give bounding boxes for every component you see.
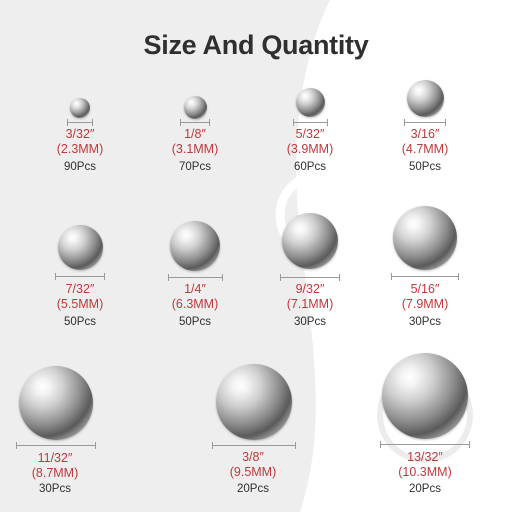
ball-item: 9/32″ (7.1MM) 30Pcs — [255, 213, 365, 335]
quantity-label: 20Pcs — [409, 483, 441, 495]
size-fraction: 3/32″ — [65, 127, 95, 141]
measure-line — [16, 442, 96, 449]
size-mm: (10.3MM) — [398, 465, 452, 479]
size-mm: (7.9MM) — [401, 297, 449, 311]
ball-image — [296, 88, 325, 117]
size-fraction: 7/32″ — [65, 282, 95, 296]
ball-item: 13/32″ (10.3MM) 20Pcs — [370, 353, 480, 498]
measure-line — [212, 442, 296, 449]
ball-item: 3/32″ (2.3MM) 90Pcs — [25, 96, 135, 176]
ball-image — [19, 366, 93, 440]
ball-item: 1/8″ (3.1MM) 70Pcs — [140, 96, 250, 176]
page-title: Size And Quantity — [143, 30, 369, 60]
size-mm: (4.7MM) — [401, 142, 449, 156]
size-fraction: 1/8″ — [184, 127, 206, 141]
quantity-label: 30Pcs — [409, 316, 441, 328]
ball-item: 7/32″ (5.5MM) 50Pcs — [25, 225, 135, 335]
measure-line — [180, 119, 210, 126]
size-fraction: 5/32″ — [295, 127, 325, 141]
size-fraction: 9/32″ — [295, 282, 325, 296]
size-mm: (8.7MM) — [31, 466, 79, 480]
measure-line — [293, 119, 328, 126]
ball-item: 3/8″ (9.5MM) 20Pcs — [198, 364, 308, 495]
quantity-label: 60Pcs — [294, 161, 326, 173]
size-fraction: 11/32″ — [37, 451, 73, 465]
ball-image — [282, 213, 338, 269]
measure-line — [55, 273, 105, 280]
quantity-label: 30Pcs — [294, 316, 326, 328]
ball-item: 5/32″ (3.9MM) 60Pcs — [255, 88, 365, 178]
ball-image — [382, 353, 468, 439]
size-mm: (5.5MM) — [56, 297, 104, 311]
ball-image — [170, 221, 220, 271]
ball-image — [184, 96, 207, 119]
measure-line — [280, 274, 340, 281]
quantity-label: 90Pcs — [64, 161, 96, 173]
size-mm: (3.9MM) — [286, 142, 334, 156]
size-mm: (3.1MM) — [171, 142, 219, 156]
size-mm: (7.1MM) — [286, 297, 334, 311]
quantity-label: 20Pcs — [237, 483, 269, 495]
ball-image — [70, 98, 90, 118]
measure-line — [168, 274, 223, 281]
size-mm: (6.3MM) — [171, 297, 219, 311]
quantity-label: 50Pcs — [179, 316, 211, 328]
quantity-label: 30Pcs — [39, 483, 71, 495]
ball-image — [58, 225, 103, 270]
size-fraction: 3/16″ — [410, 127, 440, 141]
size-mm: (2.3MM) — [56, 142, 104, 156]
size-fraction: 3/8″ — [242, 450, 264, 464]
quantity-label: 50Pcs — [409, 161, 441, 173]
measure-line — [391, 273, 459, 280]
size-fraction: 1/4″ — [184, 282, 206, 296]
size-mm: (9.5MM) — [229, 465, 277, 479]
ball-item: 5/16″ (7.9MM) 30Pcs — [370, 206, 480, 336]
ball-item: 11/32″ (8.7MM) 30Pcs — [16, 366, 135, 496]
measure-line — [380, 441, 470, 448]
size-fraction: 13/32″ — [407, 450, 443, 464]
ball-item: 1/4″ (6.3MM) 50Pcs — [140, 221, 250, 336]
ball-item: 3/16″ (4.7MM) 50Pcs — [370, 80, 480, 178]
measure-line — [404, 119, 446, 126]
ball-image — [393, 206, 457, 270]
ball-image — [216, 364, 292, 440]
size-fraction: 5/16″ — [410, 282, 440, 296]
measure-line — [67, 119, 93, 126]
quantity-label: 50Pcs — [64, 316, 96, 328]
ball-image — [407, 80, 444, 117]
quantity-label: 70Pcs — [179, 161, 211, 173]
